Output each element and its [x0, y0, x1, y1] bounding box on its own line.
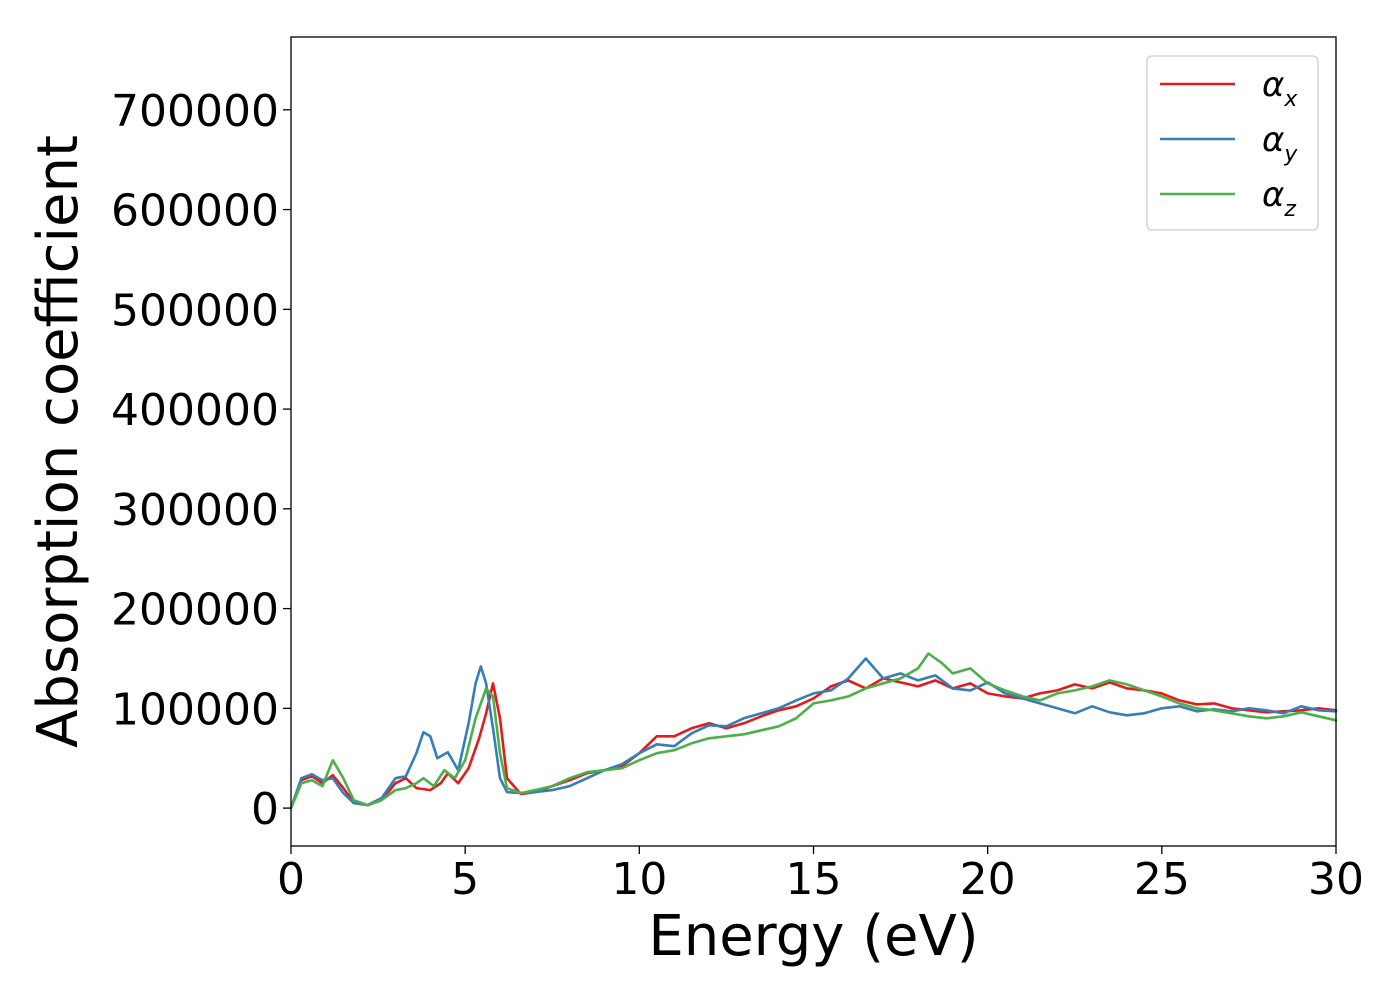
x-tick-label: 20 [960, 854, 1016, 905]
legend-symbol: α [1262, 65, 1284, 105]
legend-symbol: α [1262, 175, 1284, 215]
x-tick-label: 5 [451, 854, 479, 905]
x-tick-label: 30 [1308, 854, 1364, 905]
series-line-alpha-x [289, 677, 1338, 810]
y-tick-label: 300000 [111, 485, 279, 536]
y-tick-label: 200000 [111, 585, 279, 636]
y-tick-label: 100000 [111, 684, 279, 735]
legend-label-alpha-x: αx [1262, 65, 1298, 112]
series-line-alpha-z [289, 652, 1338, 810]
series-line-alpha-y [289, 657, 1338, 810]
x-axis-title: Energy (eV) [648, 904, 978, 969]
x-tick-label: 25 [1134, 854, 1190, 905]
x-tick-label: 0 [277, 854, 305, 905]
legend-subscript: x [1283, 87, 1298, 112]
legend-box [1146, 55, 1319, 231]
y-axis-title: Absorption coefficient [26, 135, 91, 748]
y-tick-label: 500000 [111, 285, 279, 336]
y-tick-label: 0 [251, 784, 279, 835]
legend-symbol: α [1262, 120, 1284, 160]
legend-subscript: z [1283, 197, 1296, 222]
legend-subscript: y [1283, 142, 1298, 167]
y-tick-label: 600000 [111, 186, 279, 237]
legend-label-alpha-z: αz [1262, 175, 1296, 222]
x-axis: 0 5 10 15 20 25 30 [277, 846, 1364, 905]
y-tick-label: 400000 [111, 385, 279, 436]
x-tick-label: 15 [786, 854, 842, 905]
y-axis: 0 100000 200000 300000 400000 500000 600000 700… [111, 86, 291, 835]
y-tick-label: 700000 [111, 86, 279, 137]
legend-label-alpha-y: αy [1262, 120, 1298, 167]
series-layer [289, 652, 1338, 810]
x-tick-label: 10 [611, 854, 667, 905]
